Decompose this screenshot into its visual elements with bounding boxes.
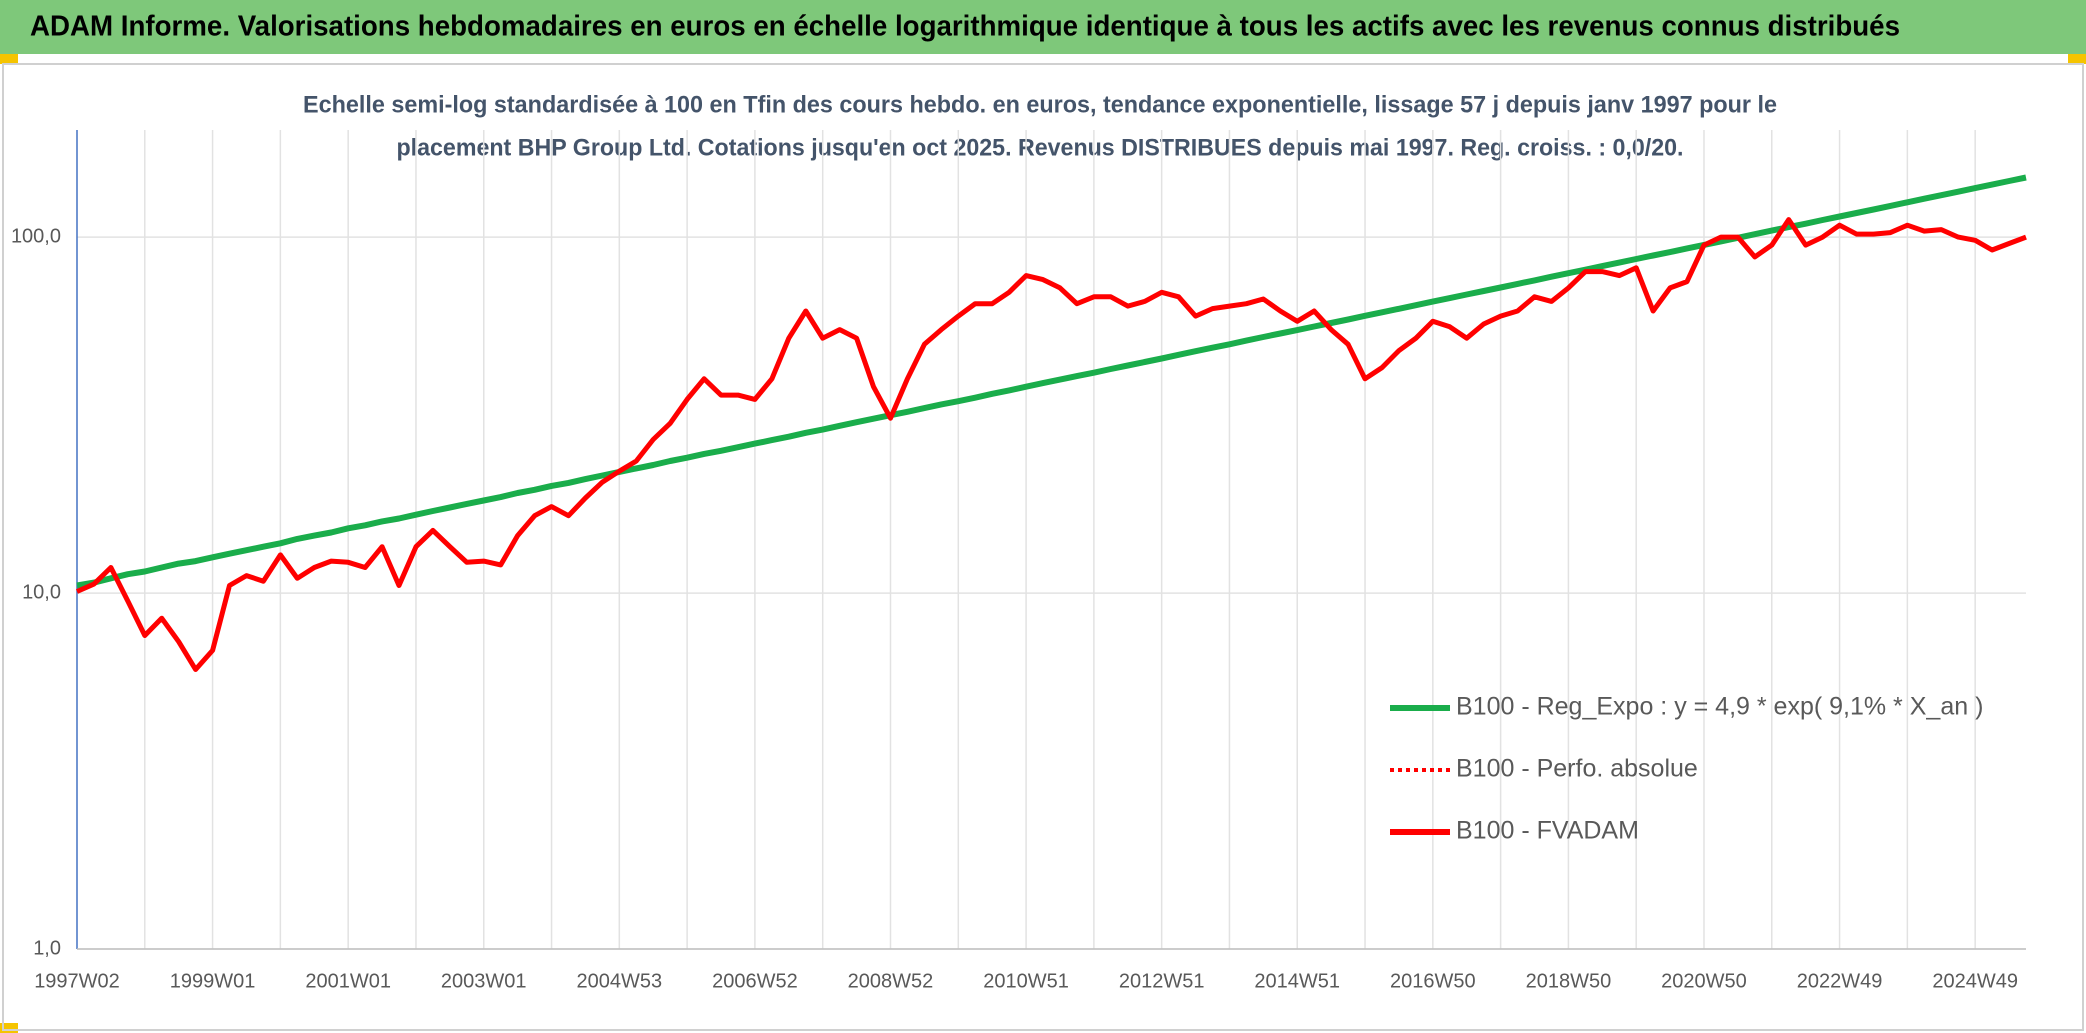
x-tick-label: 2006W52: [712, 970, 798, 992]
header-bar: [0, 0, 2086, 54]
panel-border: [2, 63, 2084, 1031]
chart-title: ADAM Informe. Valorisations hebdomadaire…: [30, 11, 1900, 43]
series-line: [75, 217, 2027, 672]
x-tick-label: 2022W49: [1797, 970, 1883, 992]
x-tick-label: 2001W01: [305, 970, 391, 992]
legend-label: B100 - Reg_Expo : y = 4,9 * exp( 9,1% * …: [1456, 693, 1983, 721]
x-tick-label: 2003W01: [441, 970, 527, 992]
x-tick-label: 2010W51: [983, 970, 1069, 992]
x-tick-label: 1997W02: [34, 970, 120, 992]
corner-mark: [0, 1023, 18, 1033]
y-tick-label: 1,0: [33, 937, 61, 959]
corner-mark: [0, 54, 18, 64]
x-tick-label: 2018W50: [1526, 970, 1612, 992]
corner-mark: [2068, 54, 2086, 64]
x-tick-label: 2008W52: [848, 970, 934, 992]
legend-label: B100 - Perfo. absolue: [1456, 755, 1698, 783]
x-tick-label: 2014W51: [1254, 970, 1340, 992]
y-tick-label: 100,0: [11, 225, 61, 247]
x-tick-label: 2024W49: [1932, 970, 2018, 992]
x-tick-label: 2012W51: [1119, 970, 1205, 992]
x-tick-label: 1999W01: [170, 970, 256, 992]
chart-subtitle: Echelle semi-log standardisée à 100 en T…: [303, 91, 1777, 118]
x-tick-label: 2020W50: [1661, 970, 1747, 992]
x-tick-label: 2004W53: [577, 970, 663, 992]
legend-label: B100 - FVADAM: [1456, 817, 1639, 845]
x-tick-label: 2016W50: [1390, 970, 1476, 992]
chart-subtitle: placement BHP Group Ltd. Cotations jusqu…: [397, 134, 1684, 161]
y-tick-label: 10,0: [22, 581, 61, 603]
